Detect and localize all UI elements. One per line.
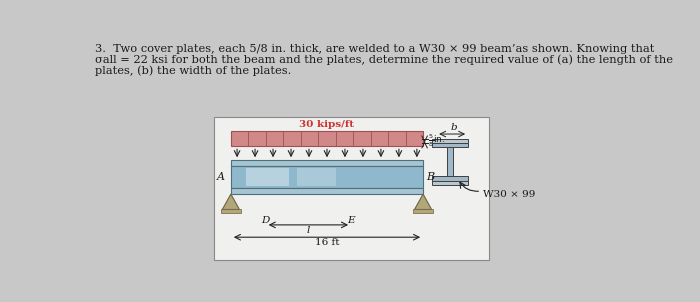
Bar xyxy=(231,166,423,188)
Bar xyxy=(231,160,423,166)
Bar xyxy=(297,168,335,186)
Polygon shape xyxy=(414,194,432,210)
Bar xyxy=(433,143,468,147)
Text: $\frac{5}{8}$in.: $\frac{5}{8}$in. xyxy=(428,132,446,149)
Text: 30 kips/ft: 30 kips/ft xyxy=(300,120,354,129)
Bar xyxy=(246,168,289,186)
Text: D: D xyxy=(262,216,270,225)
Text: 3.  Two cover plates, each 5/8 in. thick, are welded to a W30 × 99 beam’as shown: 3. Two cover plates, each 5/8 in. thick,… xyxy=(95,44,655,54)
Text: plates, (b) the width of the plates.: plates, (b) the width of the plates. xyxy=(95,66,292,76)
Text: B: B xyxy=(426,172,434,182)
Text: σall = 22 ksi for both the beam and the plates, determine the required value of : σall = 22 ksi for both the beam and the … xyxy=(95,55,673,65)
Bar xyxy=(214,117,489,259)
Bar xyxy=(433,139,468,143)
Bar xyxy=(413,210,433,213)
Text: 16 ft: 16 ft xyxy=(315,238,340,247)
Text: l: l xyxy=(307,226,310,235)
Text: W30 × 99: W30 × 99 xyxy=(483,190,535,199)
Bar xyxy=(231,188,423,194)
Text: b: b xyxy=(451,124,457,133)
Polygon shape xyxy=(223,194,239,210)
Bar xyxy=(447,147,454,176)
Bar xyxy=(231,131,423,146)
Text: E: E xyxy=(347,216,355,225)
Bar xyxy=(220,210,241,213)
Text: A: A xyxy=(217,172,225,182)
Bar xyxy=(433,181,468,185)
Bar xyxy=(433,176,468,181)
